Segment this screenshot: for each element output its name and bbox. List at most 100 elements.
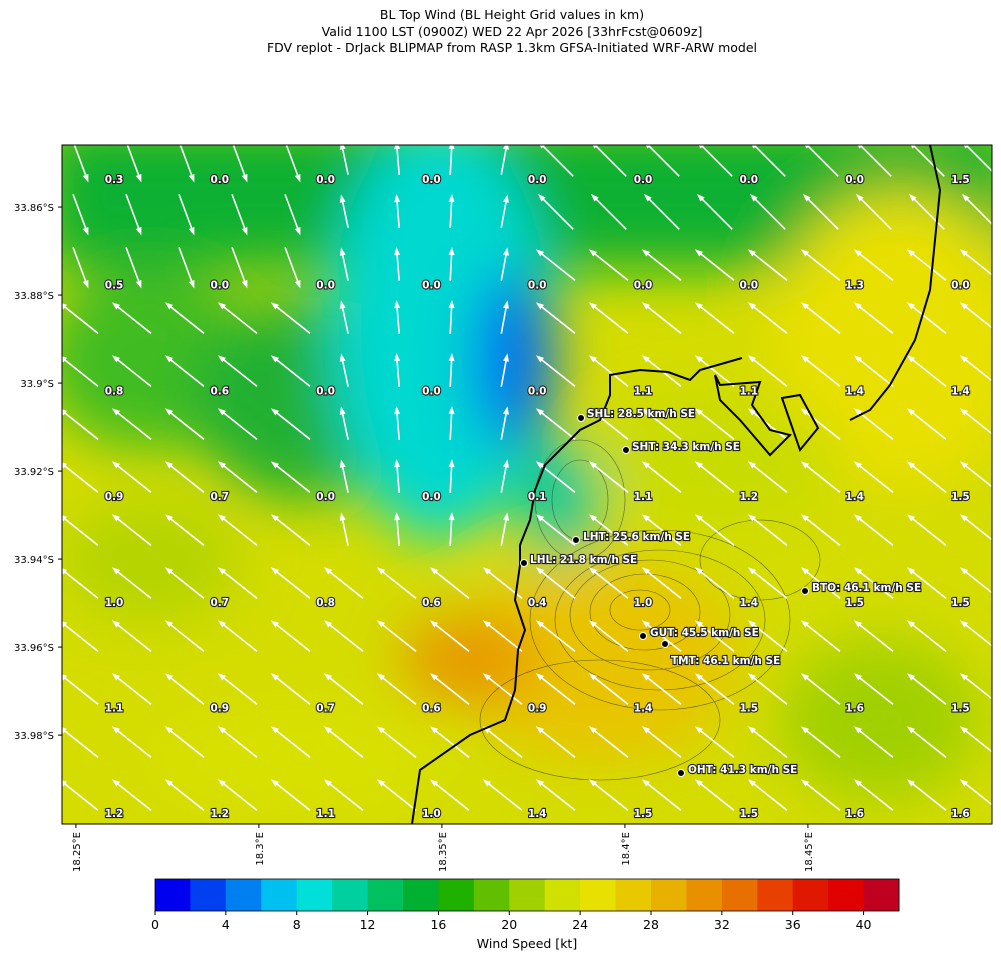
station-label: TMT: 46.1 km/h SE: [671, 655, 780, 667]
wind-arrow-head: [111, 355, 120, 363]
wind-arrow-head: [323, 779, 332, 787]
wind-arrow-head: [217, 514, 226, 522]
wind-arrow: [114, 781, 152, 811]
station-label: SHL: 28.5 km/h SE: [587, 408, 695, 420]
wind-arrow: [856, 569, 894, 599]
wind-arrow: [62, 781, 99, 811]
wind-arrow: [538, 675, 576, 705]
wind-arrow-head: [641, 620, 650, 628]
wind-arrow: [167, 569, 205, 599]
wind-arrow: [805, 196, 839, 230]
wind-arrow: [500, 198, 508, 228]
colorbar-label: Wind Speed [kt]: [477, 936, 577, 951]
wind-arrow: [273, 516, 311, 546]
wind-arrow-head: [394, 353, 401, 362]
wind-arrow: [167, 728, 205, 758]
bl-height-value: 0.0: [845, 174, 864, 186]
wind-arrow-head: [906, 514, 915, 522]
wind-arrow-head: [241, 279, 248, 289]
wind-arrow-head: [853, 779, 862, 787]
wind-arrow: [540, 196, 574, 230]
wind-arrow: [114, 463, 152, 493]
wind-arrow: [341, 357, 349, 387]
bl-height-value: 1.5: [634, 808, 653, 820]
wind-arrow-head: [135, 226, 142, 236]
wind-arrow: [538, 463, 576, 493]
wind-arrow-head: [482, 620, 491, 628]
bl-height-value: 1.6: [845, 703, 864, 715]
wind-arrow-head: [588, 302, 597, 310]
wind-arrow-head: [135, 279, 142, 289]
wind-arrow-head: [800, 461, 809, 469]
colorbar-swatch: [332, 879, 369, 911]
wind-arrow-head: [503, 194, 509, 203]
wind-arrow-head: [959, 620, 968, 628]
wind-arrow-head: [429, 673, 438, 681]
wind-arrow: [178, 246, 194, 286]
wind-arrow-head: [339, 300, 346, 309]
colorbar-swatch: [544, 879, 581, 911]
wind-arrow-head: [694, 302, 703, 310]
wind-arrow: [591, 516, 629, 546]
bl-height-value: 0.0: [634, 280, 653, 292]
wind-arrow: [697, 251, 735, 281]
wind-arrow: [341, 516, 349, 546]
wind-arrow: [591, 728, 629, 758]
wind-arrow-head: [747, 673, 756, 681]
wind-arrow: [114, 304, 152, 334]
wind-arrow: [341, 410, 349, 440]
wind-arrow: [593, 145, 627, 177]
wind-arrow-head: [800, 514, 809, 522]
wind-arrow: [803, 410, 841, 440]
wind-arrow-head: [217, 620, 226, 628]
wind-arrow-head: [959, 408, 968, 416]
bl-height-value: 0.0: [951, 280, 970, 292]
wind-arrow: [750, 516, 788, 546]
wind-arrow: [697, 728, 735, 758]
wind-arrow: [114, 622, 152, 652]
wind-arrow-head: [539, 145, 546, 149]
wind-arrow-head: [747, 408, 756, 416]
wind-arrow: [341, 198, 349, 228]
wind-arrow-head: [906, 302, 915, 310]
wind-arrow: [273, 410, 311, 440]
wind-arrow-head: [694, 567, 703, 575]
wind-arrow: [167, 463, 205, 493]
wind-arrow: [803, 675, 841, 705]
bl-height-value: 1.4: [951, 385, 970, 397]
wind-arrow: [125, 246, 141, 286]
wind-arrow-head: [339, 512, 346, 521]
wind-arrow: [646, 196, 680, 230]
wind-arrow: [167, 516, 205, 546]
station-dot: [520, 559, 528, 567]
bl-height-value: 0.0: [422, 174, 441, 186]
colorbar-swatch: [225, 879, 262, 911]
wind-arrow: [856, 410, 894, 440]
wind-arrow-head: [908, 193, 917, 202]
wind-arrow: [540, 145, 574, 177]
colorbar-swatch: [580, 879, 617, 911]
wind-arrow-head: [339, 353, 346, 362]
wind-arrow: [909, 728, 947, 758]
wind-arrow-head: [164, 408, 173, 416]
wind-arrow-head: [394, 300, 401, 309]
wind-arrow-head: [448, 406, 455, 415]
wind-arrow: [909, 251, 947, 281]
wind-arrow-head: [482, 673, 491, 681]
lat-tick-label: 33.92°S: [14, 467, 54, 478]
wind-arrow-head: [800, 302, 809, 310]
colorbar-swatch: [509, 879, 546, 911]
wind-arrow-head: [394, 512, 401, 521]
wind-arrow: [803, 463, 841, 493]
wind-arrow-head: [376, 567, 385, 575]
wind-arrow: [644, 410, 682, 440]
wind-arrow-head: [906, 461, 915, 469]
wind-arrow: [396, 515, 400, 547]
wind-arrow-head: [643, 193, 652, 202]
wind-arrow: [379, 728, 417, 758]
wind-arrow: [644, 781, 682, 811]
wind-arrow-head: [696, 193, 705, 202]
wind-arrow: [500, 251, 508, 281]
colorbar-tick-label: 20: [501, 917, 517, 932]
lat-tick-label: 33.9°S: [20, 379, 54, 390]
